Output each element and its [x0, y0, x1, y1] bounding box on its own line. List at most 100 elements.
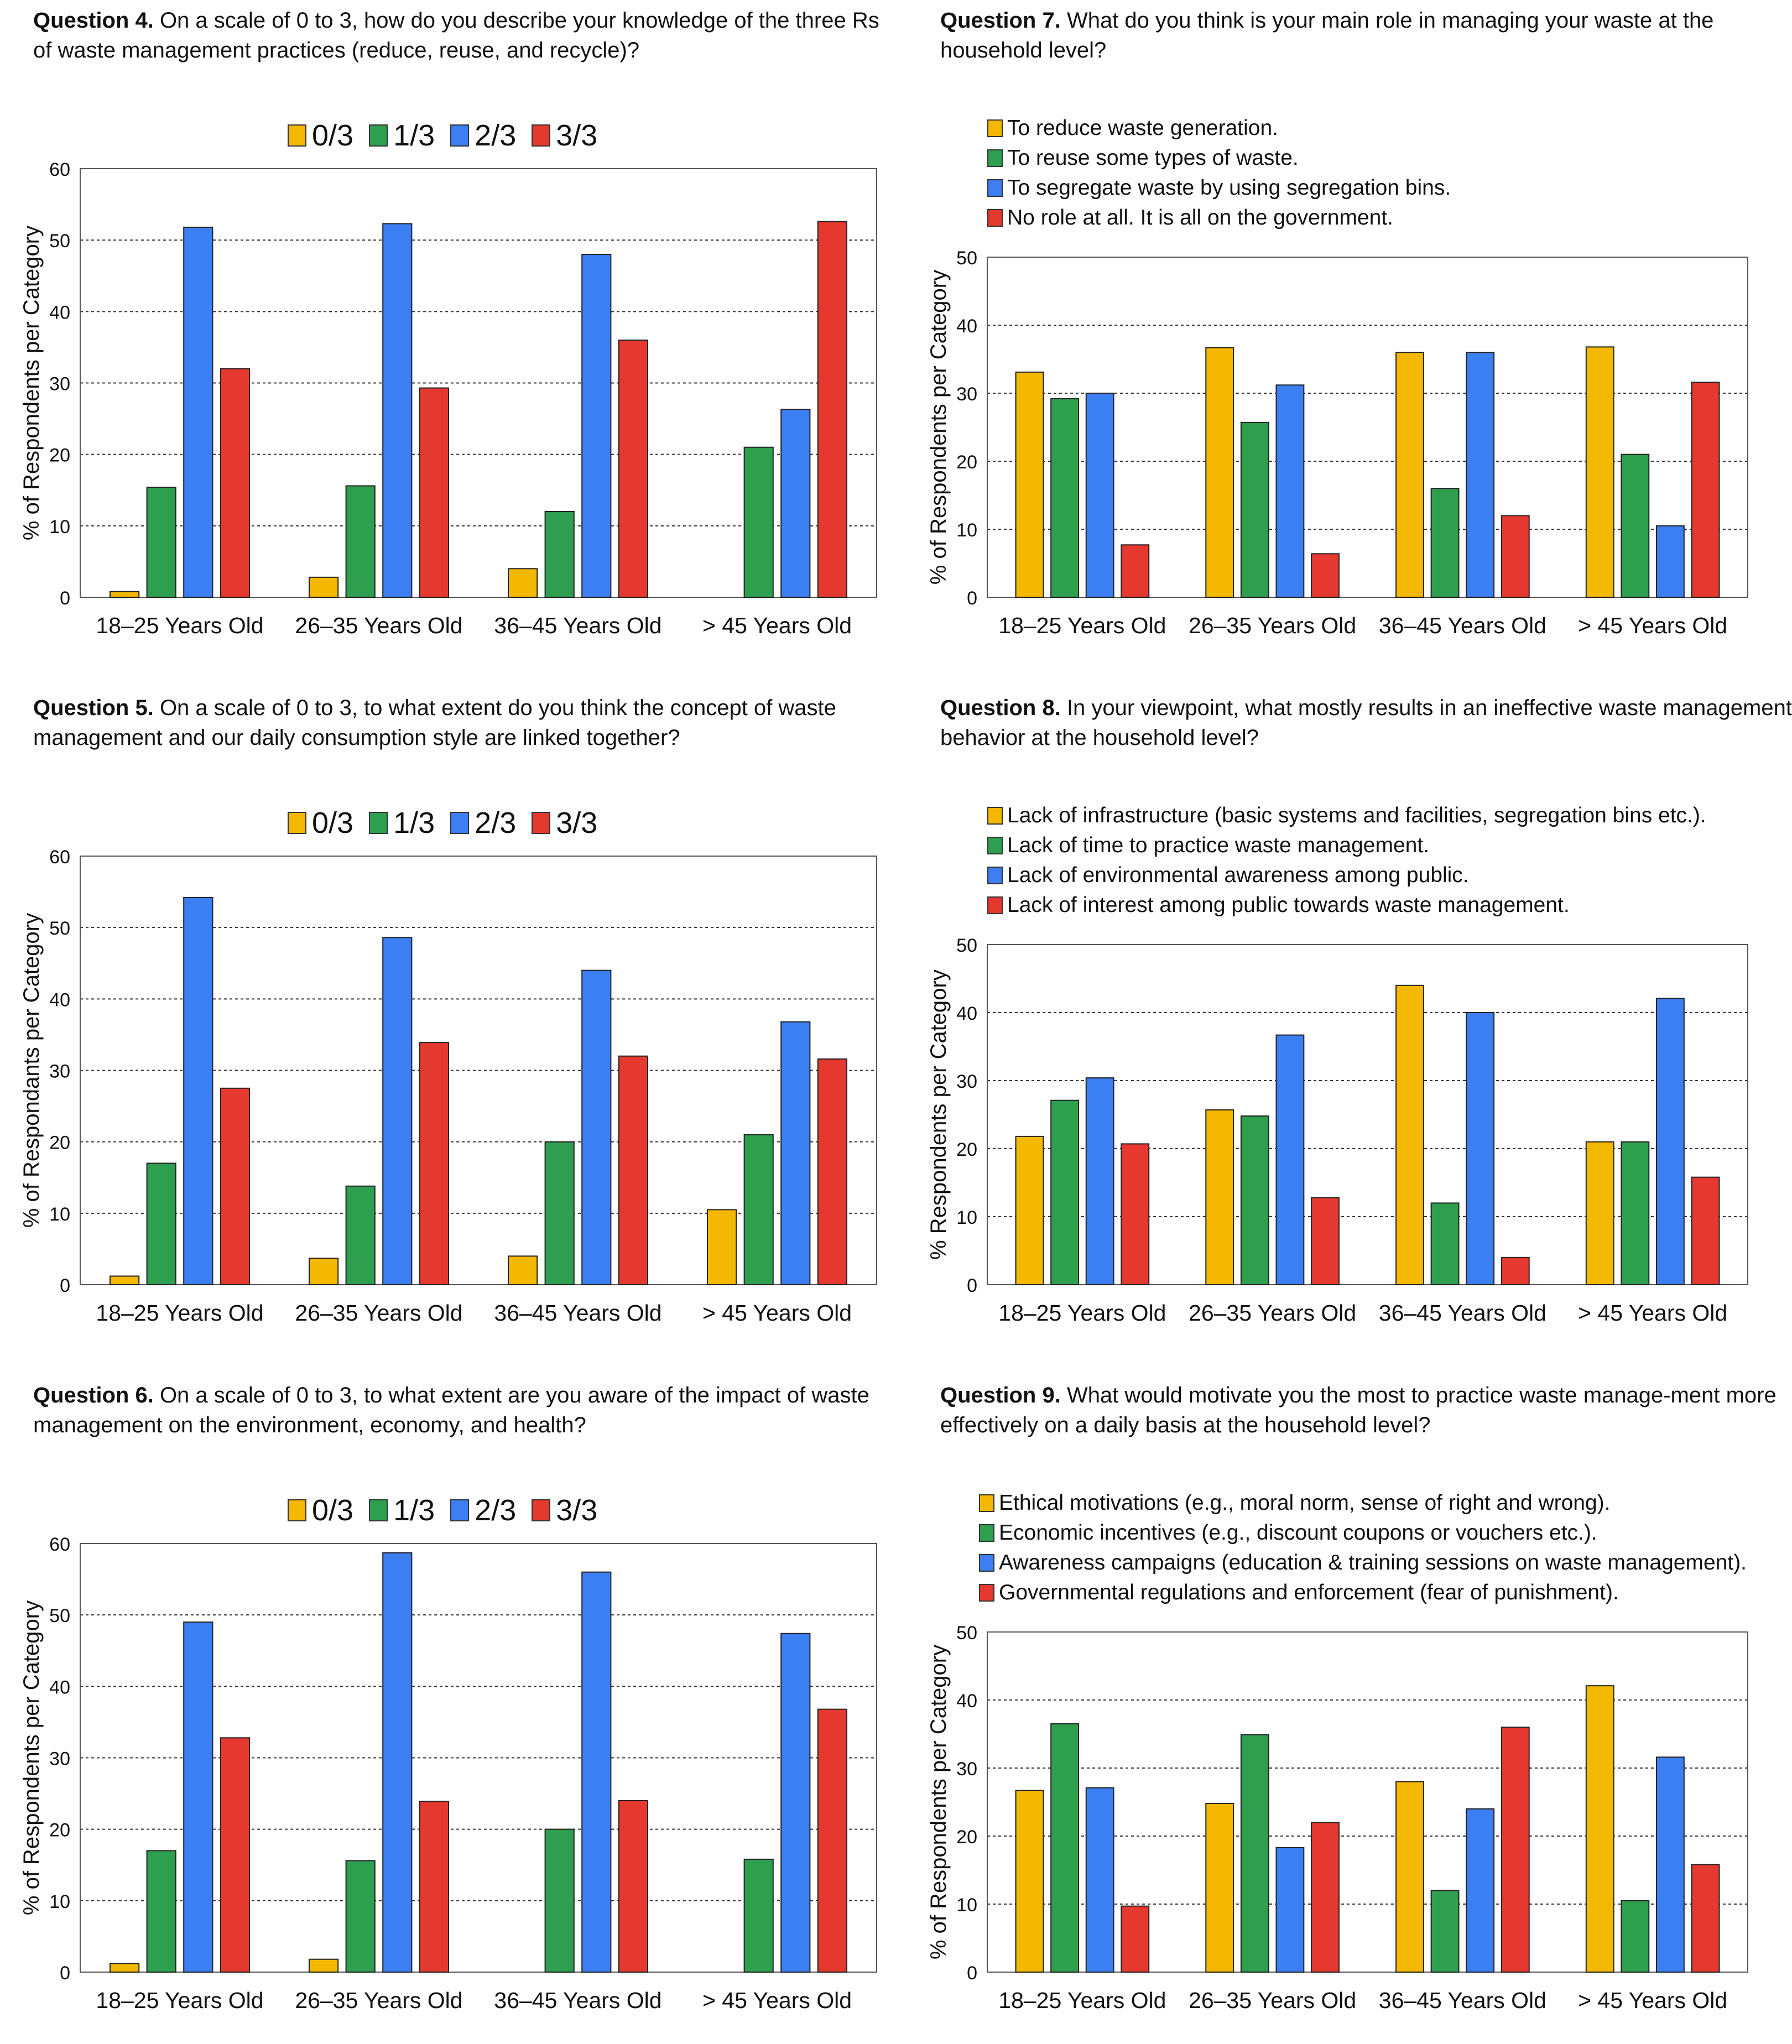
- bar: [1275, 1847, 1305, 1973]
- bar: [544, 511, 575, 598]
- bar: [1240, 421, 1269, 598]
- question-body: What would motivate you the most to prac…: [940, 1383, 1777, 1437]
- legend-label: 0/3: [312, 119, 354, 152]
- question-label: Question 8.: [940, 696, 1061, 720]
- bar: [1395, 1781, 1424, 1973]
- bar: [618, 340, 649, 598]
- question-text: Question 7. What do you think is your ma…: [940, 6, 1792, 65]
- x-tick-label: 26–35 Years Old: [295, 1988, 462, 2013]
- legend-label: 1/3: [393, 119, 435, 152]
- bar: [309, 1258, 339, 1285]
- x-tick-label: 36–45 Years Old: [1379, 1300, 1546, 1326]
- legend-item: To segregate waste by using segregation …: [987, 173, 1451, 203]
- y-tick-label: 0: [60, 1963, 70, 1984]
- y-tick-label: 20: [956, 452, 977, 473]
- y-axis-label: % of Respondents per Category: [926, 270, 951, 585]
- plot-frame: [987, 944, 1748, 1285]
- chart-panel-q4: Question 4. On a scale of 0 to 3, how do…: [19, 6, 896, 669]
- legend-item: Economic incentives (e.g., discount coup…: [979, 1518, 1747, 1548]
- bar: [780, 409, 811, 598]
- legend-swatch: [532, 812, 551, 834]
- question-text: Question 6. On a scale of 0 to 3, to wha…: [33, 1380, 896, 1440]
- legend: To reduce waste generation. To reuse some…: [987, 113, 1451, 233]
- bar: [1621, 1900, 1650, 1973]
- bar: [1050, 398, 1079, 598]
- bar: [309, 1958, 339, 1973]
- y-tick-label: 0: [967, 1275, 977, 1296]
- bar: [1050, 1723, 1079, 1973]
- bar: [382, 937, 413, 1285]
- legend-swatch: [369, 812, 388, 834]
- x-tick-label: 18–25 Years Old: [998, 1300, 1166, 1326]
- bar: [1501, 1727, 1530, 1973]
- legend: 0/3 1/3 2/3 3/3: [288, 1494, 597, 1527]
- y-axis-label: % of Respondents per Category: [926, 1645, 951, 1959]
- x-tick-label: 36–45 Years Old: [1379, 613, 1546, 638]
- legend-swatch: [987, 896, 1003, 914]
- y-tick-label: 30: [49, 1749, 70, 1770]
- bar: [743, 446, 774, 598]
- legend-swatch: [450, 1499, 470, 1521]
- bar: [1085, 393, 1114, 598]
- y-tick-label: 30: [956, 384, 977, 405]
- y-tick-label: 60: [49, 1534, 70, 1555]
- x-tick-label: > 45 Years Old: [1578, 1300, 1727, 1326]
- bar: [1015, 1790, 1044, 1973]
- bar: [1205, 1109, 1234, 1285]
- y-tick-label: 40: [49, 1677, 70, 1698]
- bar-chart: 0 10 20 30 40 50 60 % of Respondants per Catego…: [19, 847, 877, 1326]
- legend-item: 2/3: [450, 119, 516, 152]
- chart-panel-q6: Question 6. On a scale of 0 to 3, to wha…: [19, 1380, 896, 2044]
- question-text: Question 9. What would motivate you the …: [940, 1380, 1792, 1440]
- y-tick-label: 10: [956, 1207, 977, 1228]
- legend-swatch: [979, 1494, 994, 1512]
- bar: [345, 1185, 376, 1285]
- legend-label: 1/3: [393, 1494, 435, 1527]
- legend-swatch: [369, 1499, 388, 1521]
- legend-label: 3/3: [556, 1494, 598, 1527]
- legend: Ethical motivations (e.g., moral norm, s…: [979, 1488, 1747, 1608]
- bar: [183, 226, 213, 598]
- chart-panel-q8: Question 8. In your viewpoint, what most…: [926, 693, 1792, 1357]
- x-tick-label: 18–25 Years Old: [998, 613, 1166, 638]
- legend-swatch: [288, 1499, 306, 1521]
- bar: [581, 254, 612, 598]
- legend-swatch: [979, 1554, 994, 1572]
- legend-swatch: [987, 119, 1003, 137]
- bar: [110, 1275, 140, 1285]
- y-axis-label: % of Respondents per Category: [19, 1600, 44, 1915]
- bar: [110, 1963, 140, 1973]
- legend-item: Lack of time to practice waste managemen…: [987, 831, 1706, 861]
- bar: [1121, 1905, 1150, 1973]
- bar: [1395, 984, 1424, 1285]
- legend-item: 0/3: [288, 806, 353, 839]
- bar: [419, 387, 449, 598]
- bar: [1656, 525, 1685, 598]
- y-tick-label: 20: [956, 1827, 977, 1848]
- legend-label: 3/3: [556, 119, 598, 152]
- bar: [544, 1828, 575, 1973]
- question-body: On a scale of 0 to 3, to what extent are…: [33, 1383, 869, 1437]
- legend-label: Awareness campaigns (education & trainin…: [999, 1551, 1747, 1574]
- bar: [1085, 1077, 1114, 1286]
- bar: [1275, 1034, 1305, 1286]
- y-tick-label: 0: [60, 588, 70, 609]
- legend-item: 0/3: [288, 1494, 353, 1527]
- bar: [1311, 1197, 1340, 1285]
- x-tick-label: 36–45 Years Old: [494, 613, 661, 638]
- bar: [581, 1571, 612, 1973]
- legend-item: 3/3: [532, 806, 597, 839]
- legend-item: No role at all. It is all on the governm…: [987, 203, 1451, 233]
- bar: [1656, 998, 1685, 1285]
- bar: [220, 1737, 250, 1973]
- x-tick-label: 26–35 Years Old: [1189, 1300, 1356, 1326]
- legend-label: Lack of infrastructure (basic systems an…: [1007, 804, 1706, 827]
- bar: [817, 221, 848, 598]
- bar: [1430, 488, 1460, 598]
- legend-swatch: [987, 209, 1003, 227]
- legend-label: 3/3: [556, 806, 598, 839]
- legend-label: 2/3: [475, 806, 517, 839]
- legend-item: Governmental regulations and enforcement…: [979, 1578, 1747, 1608]
- y-tick-label: 10: [49, 1204, 70, 1225]
- x-tick-label: 36–45 Years Old: [494, 1988, 661, 2013]
